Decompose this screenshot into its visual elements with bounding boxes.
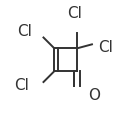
Text: Cl: Cl [98,40,113,55]
Text: O: O [88,88,100,103]
Text: Cl: Cl [67,6,82,21]
Text: Cl: Cl [15,78,29,93]
Text: Cl: Cl [17,24,32,39]
